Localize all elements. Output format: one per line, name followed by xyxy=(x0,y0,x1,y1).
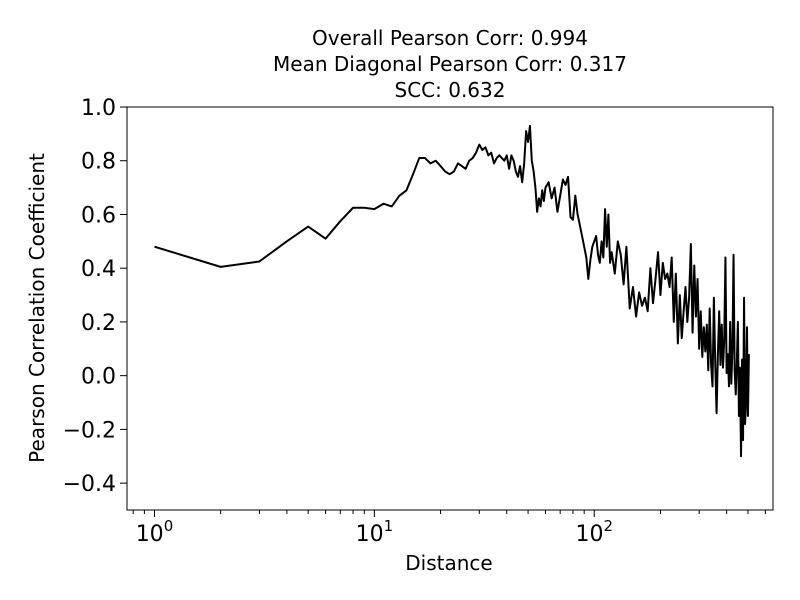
x-axis-label: Distance xyxy=(405,551,492,575)
y-tick-label: 1.0 xyxy=(81,96,116,121)
y-tick-label: −0.4 xyxy=(63,472,116,497)
x-tick-label: 101 xyxy=(356,517,394,547)
series-line xyxy=(154,124,750,458)
title-line-overall: Overall Pearson Corr: 0.994 xyxy=(312,26,588,50)
plot-area xyxy=(154,124,750,458)
y-tick-label: 0.6 xyxy=(81,203,116,228)
y-tick-label: 0.0 xyxy=(81,365,116,390)
x-axis: 100 101 102 xyxy=(132,510,766,547)
x-tick-label: 102 xyxy=(575,517,613,547)
plot-frame xyxy=(126,106,774,511)
title-line-scc: SCC: 0.632 xyxy=(395,78,506,102)
title-line-mean-diagonal: Mean Diagonal Pearson Corr: 0.317 xyxy=(273,52,627,76)
y-axis: −0.4 −0.2 0.0 0.2 0.4 0.6 0.8 1.0 xyxy=(63,96,127,497)
x-tick-label: 100 xyxy=(136,517,174,547)
y-axis-label: Pearson Correlation Coefficient xyxy=(25,153,49,463)
y-tick-label: 0.4 xyxy=(81,257,116,282)
chart-title: Overall Pearson Corr: 0.994 Mean Diagona… xyxy=(273,26,627,102)
y-tick-label: 0.8 xyxy=(81,150,116,175)
y-tick-label: −0.2 xyxy=(63,418,116,443)
y-tick-label: 0.2 xyxy=(81,311,116,336)
